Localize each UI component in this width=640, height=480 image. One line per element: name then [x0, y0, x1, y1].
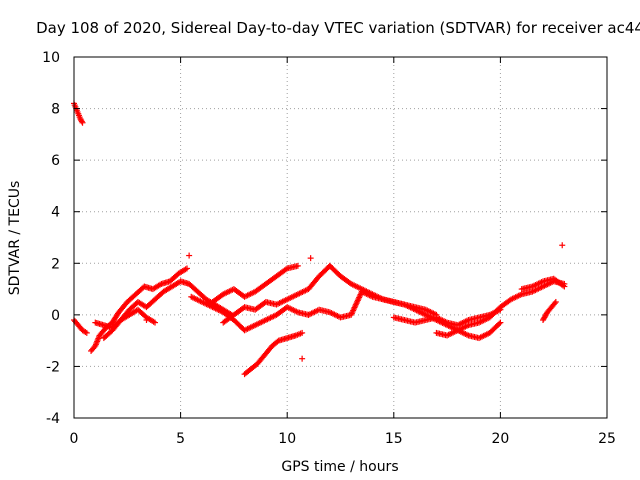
plot-frame — [73, 56, 608, 419]
data-point — [79, 119, 86, 126]
data-point — [560, 282, 567, 289]
y-axis-label: SDTVAR / TECUs — [7, 181, 23, 296]
data-point — [552, 298, 559, 305]
grid — [74, 57, 607, 418]
data-point — [496, 320, 503, 327]
data-point — [83, 329, 90, 336]
x-tick-label: 15 — [385, 431, 403, 447]
data-point — [143, 317, 150, 324]
x-tick-label: 0 — [70, 431, 79, 447]
x-tick-label: 20 — [491, 431, 509, 447]
y-tick-label: -4 — [46, 411, 60, 427]
data-point — [299, 355, 306, 362]
y-tick-label: 10 — [42, 50, 60, 66]
y-tick-label: 0 — [51, 308, 60, 324]
data-point — [78, 118, 85, 125]
data-point — [183, 265, 190, 272]
x-tick-label: 5 — [176, 431, 185, 447]
data-point — [282, 266, 289, 273]
x-tick-label: 25 — [598, 431, 616, 447]
data-point — [186, 252, 193, 259]
data-points — [71, 100, 568, 378]
data-point — [152, 319, 159, 326]
x-tick-label: 10 — [278, 431, 296, 447]
y-tick-label: -2 — [46, 359, 60, 375]
axis-ticks: 0 5 10 15 20 25 -4 -2 0 2 4 6 8 10 — [42, 50, 616, 447]
x-axis-label: GPS time / hours — [281, 459, 398, 475]
y-tick-label: 2 — [51, 256, 60, 272]
chart-title: Day 108 of 2020, Sidereal Day-to-day VTE… — [36, 19, 640, 37]
data-point — [294, 262, 301, 269]
y-tick-label: 6 — [51, 153, 60, 169]
data-point — [307, 255, 314, 262]
data-point — [497, 319, 504, 326]
y-tick-label: 8 — [51, 102, 60, 118]
data-point — [551, 300, 558, 307]
y-tick-label: 4 — [51, 205, 60, 221]
data-point — [561, 283, 568, 290]
data-point — [299, 329, 306, 336]
data-point — [559, 242, 566, 249]
